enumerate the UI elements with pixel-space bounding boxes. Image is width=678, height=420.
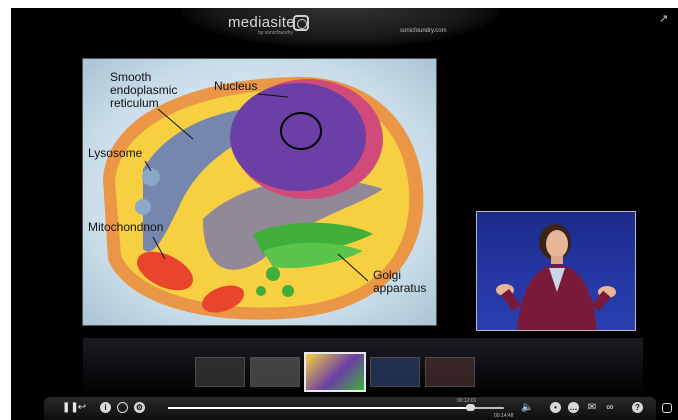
slide-thumbnail[interactable] [426,358,474,386]
cell-illustration [103,76,424,320]
seek-progress [168,407,471,409]
site-url: sonicfoundry.com [400,28,447,34]
label-smooth-er: Smooth endoplasmic reticulum [110,70,178,110]
help-icon[interactable]: ? [632,402,643,413]
player-controls: ❚❚ ↩ i ⚙ 00:12:01 00:14:48 🔈 • … ✉ ∞ ? [44,397,672,420]
slide-thumbnail-active[interactable] [306,354,364,390]
label-golgi: Golgi apparatus [373,268,427,295]
chat-icon[interactable]: • [550,402,561,413]
seek-bar[interactable] [168,404,504,411]
mediasite-logo-icon [293,15,309,31]
settings-icon[interactable]: ⚙ [134,402,145,413]
expand-arrow-icon[interactable]: ↗ [659,13,669,25]
seek-handle[interactable] [466,404,476,411]
slide-content: Smooth endoplasmic reticulum Nucleus Lys… [83,59,436,325]
pause-icon[interactable]: ❚❚ [62,402,79,413]
logo-subtitle: by sonicfoundry [258,30,294,36]
slide-thumbnail-strip [196,354,496,392]
link-icon[interactable]: ∞ [606,402,614,413]
email-icon[interactable]: ✉ [587,402,597,413]
slide-thumbnail[interactable] [251,358,299,386]
slide-thumbnail[interactable] [371,358,419,386]
info-icon[interactable]: i [100,402,111,413]
zoom-icon[interactable] [117,402,128,413]
back-icon[interactable]: ↩ [77,402,87,413]
mediasite-player: mediasite by sonicfoundry sonicfoundry.c… [11,8,678,420]
mediasite-icon[interactable] [662,403,672,413]
comment-icon[interactable]: … [568,402,579,413]
label-lysosome: Lysosome [88,146,143,160]
presenter-image [496,224,616,330]
current-time: 00:12:01 [457,398,477,404]
label-nucleus: Nucleus [214,79,258,93]
mediasite-logo: mediasite [228,14,295,31]
total-time: 00:14:48 [494,413,514,419]
volume-icon[interactable]: 🔈 [521,402,534,413]
slide-thumbnail[interactable] [196,358,244,386]
presenter-video[interactable] [477,212,635,330]
label-mitochondrion: Mitochondnon [88,220,164,234]
